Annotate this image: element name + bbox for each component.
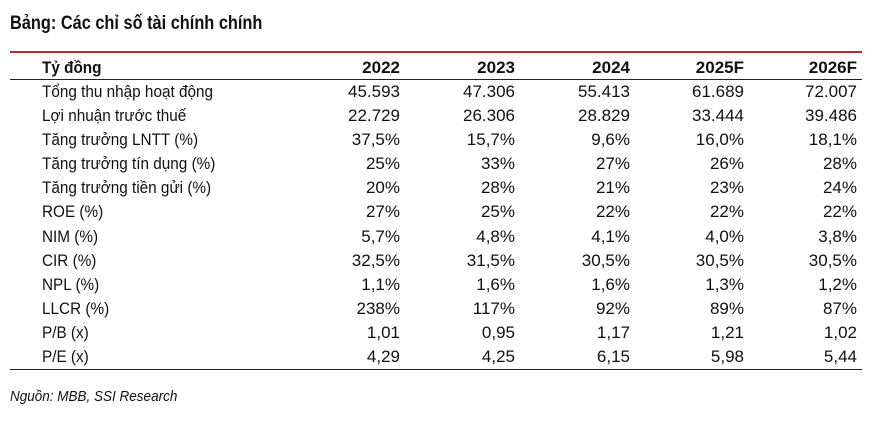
table-row: CIR (%) 32,5% 31,5% 30,5% 30,5% 30,5% — [10, 249, 862, 273]
table-row: LLCR (%) 238% 117% 92% 89% 87% — [10, 297, 862, 321]
row-value: 27% — [365, 202, 400, 222]
row-label: P/B (x) — [42, 322, 89, 342]
row-value: 26% — [709, 154, 744, 174]
row-value: 87% — [822, 298, 857, 318]
table-row: ROE (%) 27% 25% 22% 22% 22% — [10, 200, 862, 224]
row-value: 1,1% — [361, 274, 400, 294]
table-header-row: Tỷ đồng 2022 2023 2024 2025F 2026F — [10, 53, 862, 80]
row-value: 1,2% — [818, 274, 857, 294]
row-value: 4,29 — [366, 347, 400, 367]
row-value: 1,01 — [366, 322, 400, 342]
source-note: Nguồn: MBB, SSI Research — [10, 388, 178, 405]
unit-header: Tỷ đồng — [42, 58, 102, 77]
table-row: Tăng trưởng tiền gửi (%) 20% 28% 21% 23% 24% — [10, 176, 862, 200]
row-label: Tăng trưởng tín dụng (%) — [42, 154, 216, 174]
row-value: 24% — [822, 178, 857, 198]
year-header: 2025F — [695, 58, 744, 77]
row-value: 1,6% — [591, 274, 630, 294]
table-body: Tổng thu nhập hoạt động 45.593 47.306 55.41… — [10, 80, 862, 371]
row-value: 117% — [472, 298, 515, 318]
row-label: NIM (%) — [42, 226, 99, 246]
row-value: 4,0% — [705, 226, 744, 246]
table-row: Tăng trưởng LNTT (%) 37,5% 15,7% 9,6% 16,0% 1… — [10, 128, 862, 152]
row-value: 25% — [480, 202, 515, 222]
row-value: 16,0% — [695, 130, 744, 150]
row-value: 89% — [709, 298, 744, 318]
table-row: Lợi nhuận trước thuế 22.729 26.306 28.829 33… — [10, 104, 862, 128]
row-value: 1,6% — [476, 274, 515, 294]
table-row: Tổng thu nhập hoạt động 45.593 47.306 55.41… — [10, 80, 862, 104]
row-value: 31,5% — [466, 250, 515, 270]
table-row: NIM (%) 5,7% 4,8% 4,1% 4,0% 3,8% — [10, 225, 862, 249]
row-value: 55.413 — [578, 82, 630, 101]
row-value: 45.593 — [348, 82, 400, 101]
row-value: 61.689 — [692, 82, 744, 101]
row-value: 22% — [822, 202, 857, 222]
row-value: 1,21 — [710, 322, 744, 342]
row-label: Tăng trưởng tiền gửi (%) — [42, 178, 212, 198]
row-label: Tổng thu nhập hoạt động — [42, 82, 213, 101]
row-value: 28% — [822, 154, 857, 174]
row-value: 39.486 — [805, 106, 857, 126]
row-label: ROE (%) — [42, 202, 104, 222]
row-value: 32,5% — [351, 250, 400, 270]
row-value: 9,6% — [591, 130, 630, 150]
row-value: 26.306 — [463, 106, 515, 126]
row-value: 30,5% — [808, 250, 857, 270]
row-value: 28.829 — [578, 106, 630, 126]
row-label: Tăng trưởng LNTT (%) — [42, 130, 199, 150]
year-header: 2022 — [362, 58, 400, 77]
row-value: 22% — [595, 202, 630, 222]
row-value: 18,1% — [808, 130, 857, 150]
row-value: 5,7% — [361, 226, 400, 246]
top-divider — [10, 51, 862, 53]
row-value: 27% — [595, 154, 630, 174]
row-value: 22% — [709, 202, 744, 222]
row-value: 4,25 — [481, 347, 515, 367]
row-value: 6,15 — [596, 347, 630, 367]
row-value: 1,17 — [596, 322, 630, 342]
table-row: Tăng trưởng tín dụng (%) 25% 33% 27% 26% 28% — [10, 152, 862, 176]
row-value: 15,7% — [466, 130, 515, 150]
row-value: 5,98 — [710, 347, 744, 367]
row-value: 37,5% — [351, 130, 400, 150]
table-row: P/B (x) 1,01 0,95 1,17 1,21 1,02 — [10, 321, 862, 345]
year-header: 2026F — [808, 58, 857, 77]
row-value: 3,8% — [818, 226, 857, 246]
row-value: 4,8% — [476, 226, 515, 246]
row-label: Lợi nhuận trước thuế — [42, 106, 187, 126]
year-header: 2023 — [477, 58, 515, 77]
row-label: CIR (%) — [42, 250, 97, 270]
row-value: 238% — [356, 298, 400, 318]
financial-indicators-table: Tỷ đồng 2022 2023 2024 2025F 2026F Tổng … — [10, 53, 862, 371]
row-value: 92% — [595, 298, 630, 318]
year-header: 2024 — [592, 58, 630, 77]
row-value: 4,1% — [591, 226, 630, 246]
row-value: 25% — [365, 154, 400, 174]
row-value: 33% — [480, 154, 515, 174]
row-label: NPL (%) — [42, 274, 100, 294]
row-value: 22.729 — [348, 106, 400, 126]
row-value: 0,95 — [481, 322, 515, 342]
row-value: 1,3% — [705, 274, 744, 294]
row-value: 5,44 — [823, 347, 857, 367]
row-value: 23% — [709, 178, 744, 198]
row-value: 30,5% — [581, 250, 630, 270]
table-row: P/E (x) 4,29 4,25 6,15 5,98 5,44 — [10, 345, 862, 371]
table-title: Bảng: Các chỉ số tài chính chính — [10, 13, 263, 34]
row-label: LLCR (%) — [42, 298, 110, 318]
row-value: 1,02 — [823, 322, 857, 342]
row-value: 47.306 — [463, 82, 515, 101]
row-value: 72.007 — [805, 82, 857, 101]
row-label: P/E (x) — [42, 347, 89, 367]
table-row: NPL (%) 1,1% 1,6% 1,6% 1,3% 1,2% — [10, 273, 862, 297]
row-value: 21% — [595, 178, 630, 198]
row-value: 28% — [480, 178, 515, 198]
row-value: 30,5% — [695, 250, 744, 270]
row-value: 33.444 — [692, 106, 744, 126]
row-value: 20% — [365, 178, 400, 198]
